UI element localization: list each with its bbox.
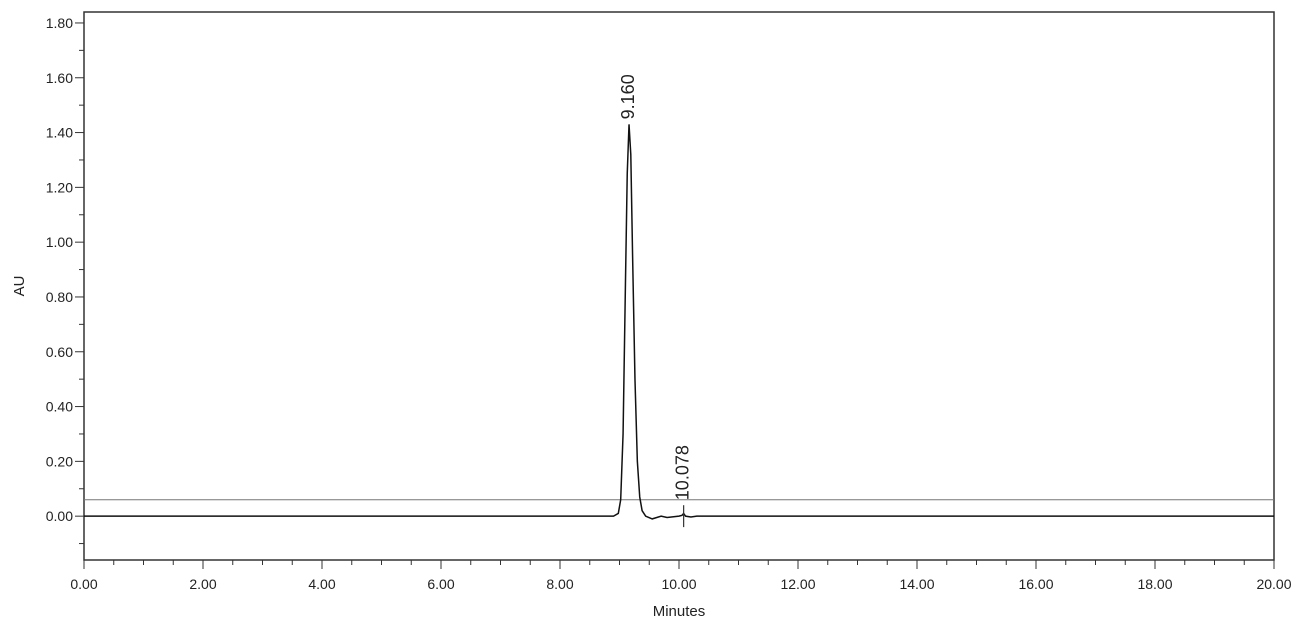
y-tick-label: 0.80 bbox=[46, 289, 73, 305]
y-tick-label: 1.00 bbox=[46, 234, 73, 250]
x-tick-label: 18.00 bbox=[1137, 576, 1172, 592]
x-tick-label: 20.00 bbox=[1256, 576, 1291, 592]
y-tick-label: 1.40 bbox=[46, 125, 73, 141]
peak-annotations: 9.160 10.078 bbox=[618, 74, 692, 528]
y-tick-label: 1.80 bbox=[46, 15, 73, 31]
y-tick-label: 1.60 bbox=[46, 70, 73, 86]
x-tick-label: 0.00 bbox=[70, 576, 97, 592]
x-tick-label: 2.00 bbox=[189, 576, 216, 592]
peak-label: 9.160 bbox=[618, 74, 638, 119]
x-tick-label: 6.00 bbox=[427, 576, 454, 592]
x-tick-label: 8.00 bbox=[546, 576, 573, 592]
x-axis-title: Minutes bbox=[653, 603, 706, 620]
x-tick-label: 10.00 bbox=[661, 576, 696, 592]
y-tick-label: 0.60 bbox=[46, 344, 73, 360]
y-tick-label: 0.20 bbox=[46, 453, 73, 469]
y-tick-label: 1.20 bbox=[46, 179, 73, 195]
y-tick-label: 0.00 bbox=[46, 508, 73, 524]
peak-label: 10.078 bbox=[672, 445, 692, 500]
x-tick-label: 12.00 bbox=[780, 576, 815, 592]
x-tick-label: 4.00 bbox=[308, 576, 335, 592]
y-axis-ticks: 0.00 0.20 0.40 0.60 0.80 1.00 1.20 1.40 1.60 1.80 bbox=[46, 15, 84, 545]
y-tick-label: 0.40 bbox=[46, 399, 73, 415]
y-axis-title: AU bbox=[11, 276, 28, 297]
x-tick-label: 16.00 bbox=[1018, 576, 1053, 592]
x-axis-ticks: 0.00 2.00 4.00 6.00 8.00 10.00 12.00 14.00 16.00… bbox=[70, 560, 1292, 592]
x-tick-label: 14.00 bbox=[899, 576, 934, 592]
